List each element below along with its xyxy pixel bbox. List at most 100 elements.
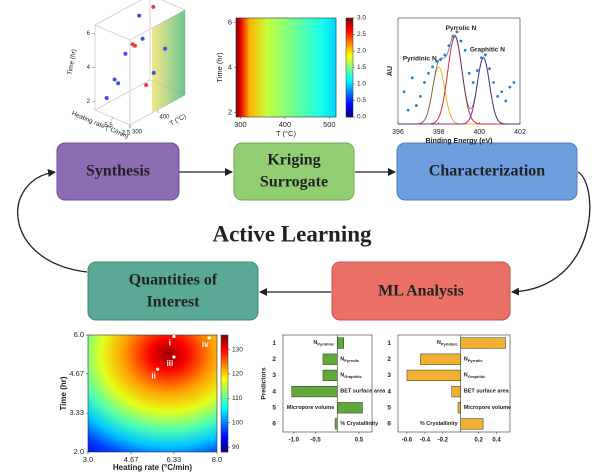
node-label: ML Analysis — [378, 283, 464, 300]
colorbar-segment — [346, 75, 353, 81]
x-tick — [111, 117, 113, 121]
data-point — [496, 94, 500, 98]
colorbar-segment — [346, 51, 353, 56]
field-cell — [249, 18, 268, 117]
arrow — [17, 169, 88, 273]
y-tick-label: 6.0 — [74, 330, 84, 339]
y-tick — [129, 124, 132, 129]
colorbar-segment — [346, 46, 353, 52]
point — [163, 46, 168, 51]
predictor-label: BET surface area — [464, 389, 510, 395]
field-cell — [240, 18, 250, 117]
y-tick-label: 4 — [387, 388, 391, 395]
x-tick-label: 396 — [392, 129, 404, 136]
y-tick-label: 2 — [272, 356, 276, 363]
colorbar-segment — [221, 437, 228, 443]
y-axis-label: Time (hr) — [215, 52, 224, 83]
colorbar-segment — [221, 374, 228, 380]
predictor-name: % Crystallinity — [340, 421, 379, 427]
y-tick-label: 3 — [272, 372, 276, 379]
data-point — [443, 53, 447, 57]
x-tick-label: 500 — [323, 120, 336, 129]
colorbar-segment — [346, 100, 353, 105]
predictor-subscript: Pyrrolic — [468, 358, 484, 363]
data-point — [435, 59, 439, 63]
x-tick-label: 400 — [473, 129, 485, 136]
colorbar-tick-label: 3.0 — [357, 15, 366, 22]
predictor-label: Micropore volume — [464, 405, 511, 411]
node: Kriging Surrogate — [233, 142, 355, 201]
predictor-subscript: Pyridinic — [441, 342, 459, 347]
data-point — [488, 67, 491, 71]
data-point — [447, 44, 451, 48]
y-tick-label: 2.0 — [74, 447, 84, 456]
predictor-name: N — [340, 373, 344, 379]
colorbar-segment — [221, 442, 228, 448]
bar — [337, 337, 345, 349]
point — [144, 83, 149, 87]
x-tick-label: 400 — [279, 120, 292, 129]
x-tick-label: 0.5 — [355, 438, 364, 444]
predictor-label: % Crystallinity — [420, 421, 459, 427]
data-point — [504, 99, 508, 103]
node-label: Surrogate — [260, 174, 328, 191]
colorbar-tick-label: 130 — [232, 346, 243, 353]
node-label: Quantities of — [129, 272, 218, 289]
y-tick-label: 1 — [387, 340, 391, 347]
data-point — [427, 71, 430, 75]
node: Synthesis — [56, 142, 180, 201]
x-axis-label: Binding Energy (eV) — [426, 138, 493, 145]
colorbar-segment — [221, 432, 228, 438]
x-axis-label: T (°C) — [276, 129, 296, 138]
marker-label: iii — [167, 359, 174, 368]
colorbar-segment — [346, 112, 353, 118]
predictor-name: Micropore volume — [287, 405, 334, 411]
x-tick-label: 300 — [234, 120, 247, 129]
predictor-label: BET surface area — [340, 389, 386, 395]
center-label: Active Learning — [212, 221, 372, 246]
colorbar-segment — [221, 335, 228, 341]
predictor-label: NPyridinic — [313, 341, 335, 347]
field-cell — [320, 18, 337, 117]
node-box — [233, 142, 355, 201]
data-point — [423, 81, 426, 84]
marker-point — [172, 355, 176, 359]
colorbar-segment — [221, 388, 228, 394]
y-tick-label: 6 — [387, 421, 391, 428]
colorbar-segment — [221, 398, 228, 404]
colorbar-segment — [221, 339, 228, 346]
bar — [322, 353, 338, 365]
colorbar-segment — [221, 378, 228, 385]
colorbar-segment — [221, 354, 228, 360]
point — [140, 36, 145, 41]
marker-point — [172, 334, 176, 339]
data-point — [439, 58, 443, 61]
predictor-label: Micropore volume — [287, 405, 334, 411]
colorbar-segment — [346, 30, 353, 35]
bar — [420, 353, 461, 365]
data-point — [492, 81, 495, 84]
point — [137, 13, 142, 18]
bar — [406, 369, 461, 382]
field-cell — [293, 18, 321, 117]
point — [151, 70, 156, 75]
envelope-curve — [398, 34, 520, 125]
predictor-name: N — [464, 373, 468, 379]
data-point — [451, 35, 455, 38]
y-tick-label: 3.33 — [69, 408, 84, 417]
marker-label: iv — [202, 340, 209, 349]
data-point — [467, 71, 471, 75]
colorbar-tick-label: 1.5 — [357, 64, 366, 71]
field — [88, 335, 217, 452]
z-tick-label: 2 — [87, 99, 91, 105]
node-label: Characterization — [429, 163, 546, 180]
bar — [291, 385, 338, 398]
y-tick-label: 2 — [228, 107, 232, 116]
predictor-name: N — [313, 341, 317, 347]
predictor-label: NPyrrolic — [464, 357, 484, 363]
y-axis-label: Time (hr) — [59, 376, 68, 410]
y-tick-label: 4 — [228, 62, 232, 71]
field-cell — [236, 18, 241, 117]
y-tick-label: 6 — [228, 17, 232, 26]
z-tick-label: 4 — [87, 65, 91, 71]
